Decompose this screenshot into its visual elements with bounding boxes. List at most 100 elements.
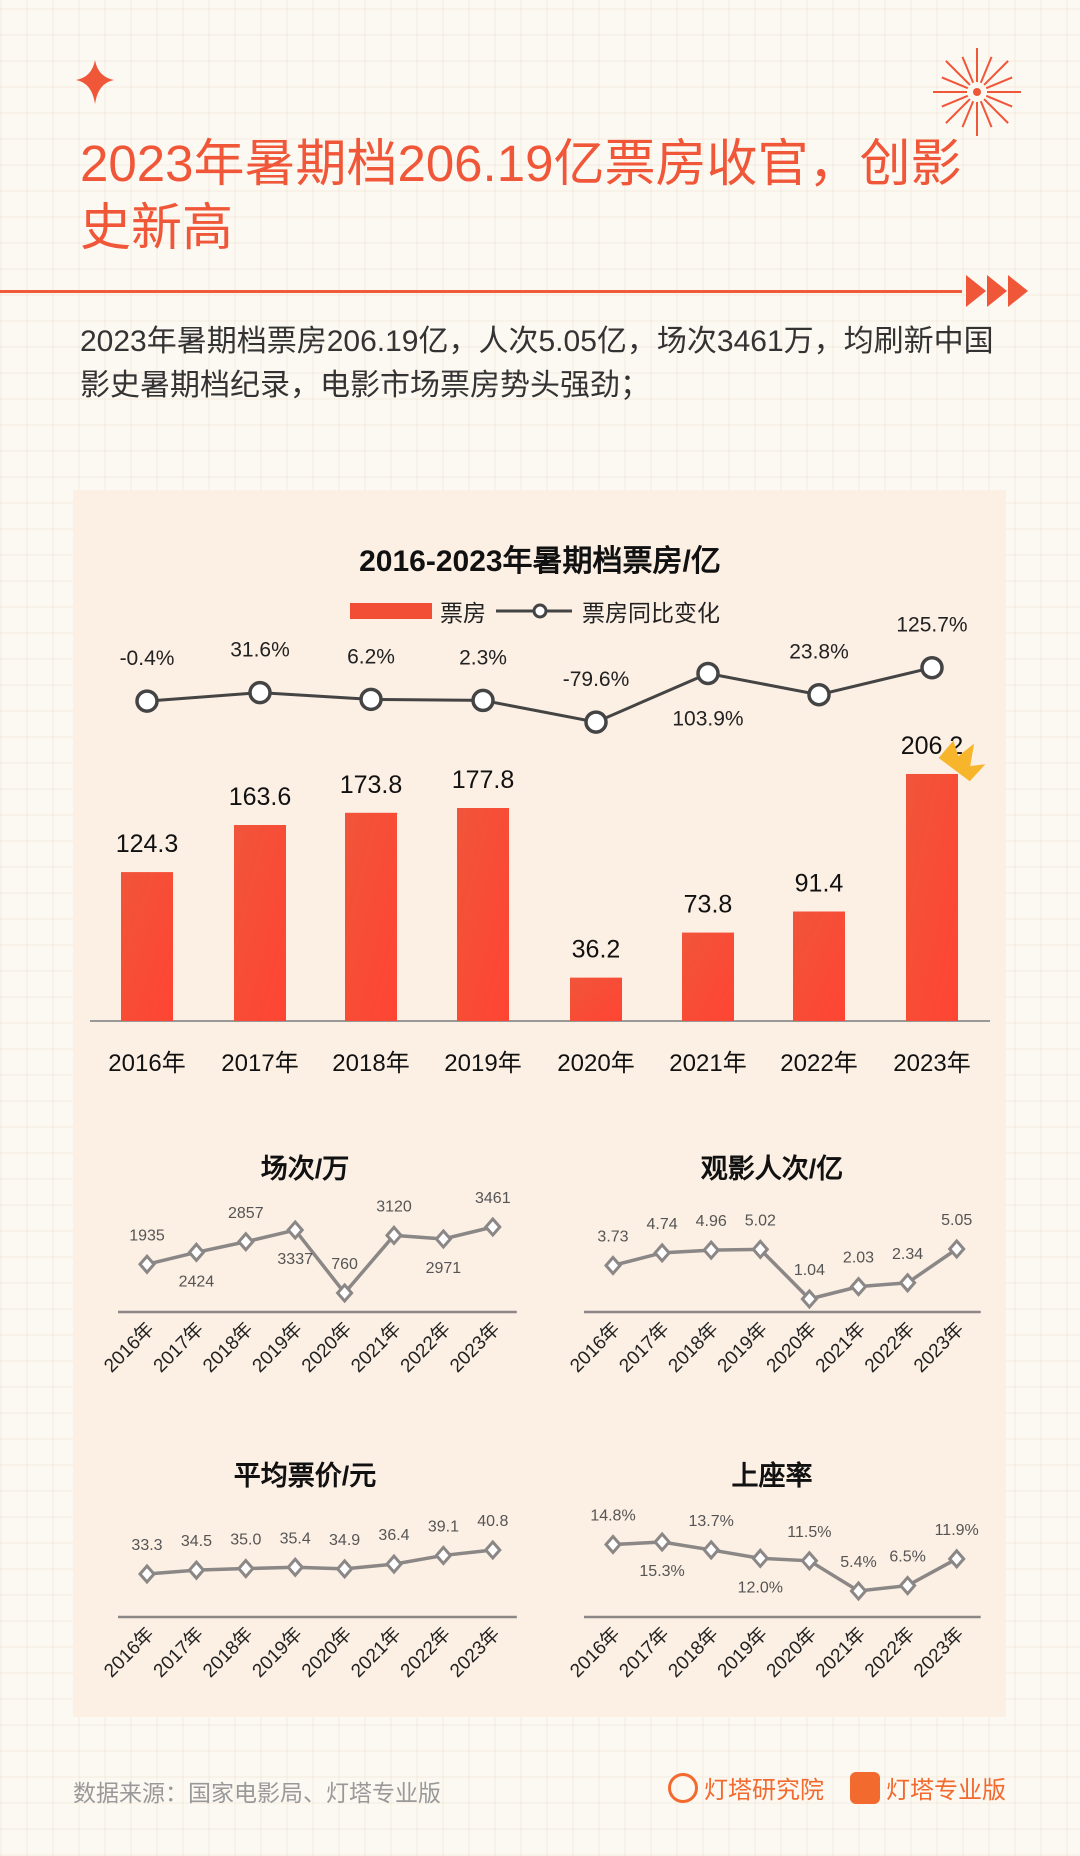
data-label: 5.02 <box>745 1212 776 1229</box>
x-tick-label: 2022年 <box>396 1623 455 1682</box>
bar <box>457 807 509 1021</box>
small-line-chart: 33.3 2016年 34.5 2017年 35.0 2018年 35.4 2019年 34.9… <box>100 1513 517 1682</box>
data-label: 2.03 <box>843 1250 874 1267</box>
firework-ray <box>961 100 975 128</box>
x-tick-label: 2017年 <box>615 1318 674 1377</box>
diamond-point <box>800 1288 819 1310</box>
bar <box>234 825 286 1021</box>
divider <box>0 290 962 293</box>
diamond-point <box>702 1539 721 1561</box>
data-label: 11.9% <box>935 1522 979 1539</box>
main-chart-title: 2016-2023年暑期档票房/亿 <box>359 545 721 578</box>
x-tick-label: 2020年 <box>557 1050 634 1077</box>
x-tick-label: 2016年 <box>566 1623 625 1682</box>
data-label: 1.04 <box>794 1262 825 1279</box>
yoy-point <box>584 710 608 734</box>
screenings-chart-title: 场次/万 <box>260 1154 350 1184</box>
diamond-point <box>434 1545 453 1566</box>
legend-line-swatch <box>496 603 572 619</box>
data-label: 4.74 <box>647 1216 678 1233</box>
x-tick-label: 2019年 <box>713 1623 772 1682</box>
data-label: 760 <box>331 1256 358 1273</box>
bar-value-label: 163.6 <box>229 783 292 811</box>
brand-pro-label: 灯塔专业版 <box>886 1777 1006 1804</box>
diamond-point <box>138 1563 156 1585</box>
brand-pro: 灯塔专业版 <box>850 1770 1006 1805</box>
bar-value-label: 91.4 <box>795 870 844 898</box>
firework-ray <box>983 60 1009 86</box>
x-tick-label: 2021年 <box>347 1318 406 1377</box>
brand-research-label: 灯塔研究院 <box>704 1777 824 1804</box>
firework-ray <box>945 98 971 124</box>
data-label: 5.05 <box>941 1212 972 1229</box>
small-charts: 1935 2016年 2424 2017年 2857 2018年 3337 2019年 760 2… <box>100 1190 981 1682</box>
x-tick-label: 2023年 <box>445 1318 504 1377</box>
yoy-point <box>696 661 720 686</box>
data-label: 1935 <box>129 1227 165 1244</box>
diamond-point <box>800 1550 819 1572</box>
diamond-point <box>604 1255 622 1276</box>
data-label: 6.5% <box>889 1549 925 1566</box>
occupancy-chart-title: 上座率 <box>731 1461 813 1491</box>
diamond-point <box>286 1557 305 1578</box>
diamond-point <box>335 1282 354 1304</box>
bar <box>793 911 845 1021</box>
diamond-point <box>385 1225 403 1246</box>
x-tick-label: 2020年 <box>297 1623 356 1682</box>
x-tick-label: 2021年 <box>669 1050 746 1077</box>
diamond-point <box>434 1228 453 1250</box>
bar <box>345 812 397 1021</box>
bar <box>906 773 958 1021</box>
data-label: 3.73 <box>597 1228 628 1245</box>
x-tick-label: 2017年 <box>149 1318 208 1377</box>
data-label: 14.8% <box>590 1507 635 1524</box>
yoy-point <box>135 689 159 713</box>
firework-ray <box>961 56 975 84</box>
diamond-point <box>849 1580 868 1602</box>
yoy-point <box>359 687 383 712</box>
x-tick-label: 2023年 <box>909 1623 968 1682</box>
crown-shape <box>938 740 986 782</box>
x-tick-label: 2019年 <box>248 1623 307 1682</box>
x-tick-label: 2022年 <box>396 1318 455 1377</box>
x-tick-label: 2018年 <box>198 1623 257 1682</box>
lighthouse-app-icon <box>850 1771 880 1804</box>
x-tick-label: 2016年 <box>566 1318 625 1377</box>
yoy-label: 31.6% <box>230 639 290 662</box>
x-tick-label: 2022年 <box>780 1050 857 1077</box>
data-label: 13.7% <box>689 1513 734 1530</box>
data-label: 39.1 <box>428 1518 459 1535</box>
x-tick-label: 2020年 <box>762 1623 821 1682</box>
diamond-point <box>653 1531 672 1553</box>
yoy-label: -0.4% <box>120 647 175 670</box>
summary-text: 2023年暑期档票房206.19亿，人次5.05亿，场次3461万，均刷新中国影… <box>80 325 994 402</box>
x-tick-label: 2018年 <box>332 1050 409 1077</box>
bar-value-label: 36.2 <box>572 936 621 964</box>
x-tick-label: 2021年 <box>347 1623 406 1682</box>
diamond-point <box>653 1242 672 1264</box>
diamond-point <box>702 1239 721 1261</box>
data-label: 2424 <box>179 1273 215 1290</box>
page-title: 2023年暑期档206.19亿票房收官，创影史新高 <box>80 135 962 256</box>
firework-ray <box>979 56 993 84</box>
firework-center <box>973 88 981 96</box>
x-tick-label: 2019年 <box>248 1318 307 1377</box>
x-tick-label: 2023年 <box>893 1050 970 1077</box>
data-label: 4.96 <box>696 1213 727 1230</box>
data-label: 35.4 <box>280 1530 311 1547</box>
x-tick-label: 2016年 <box>100 1623 159 1682</box>
data-label: 36.4 <box>378 1527 409 1544</box>
data-label: 11.5% <box>787 1524 831 1541</box>
data-source: 数据来源：国家电影局、灯塔专业版 <box>73 1780 441 1806</box>
diamond-point <box>385 1553 403 1575</box>
x-tick-label: 2021年 <box>811 1623 870 1682</box>
brand-research: 灯塔研究院 <box>668 1770 824 1805</box>
x-tick-label: 2021年 <box>811 1318 870 1377</box>
diamond-point <box>751 1239 770 1260</box>
diamond-point <box>898 1272 917 1294</box>
diamond-point <box>335 1558 354 1580</box>
data-label: 2971 <box>426 1260 462 1277</box>
x-tick-label: 2018年 <box>198 1318 257 1377</box>
yoy-point <box>471 688 495 713</box>
diamond-point <box>849 1276 868 1297</box>
